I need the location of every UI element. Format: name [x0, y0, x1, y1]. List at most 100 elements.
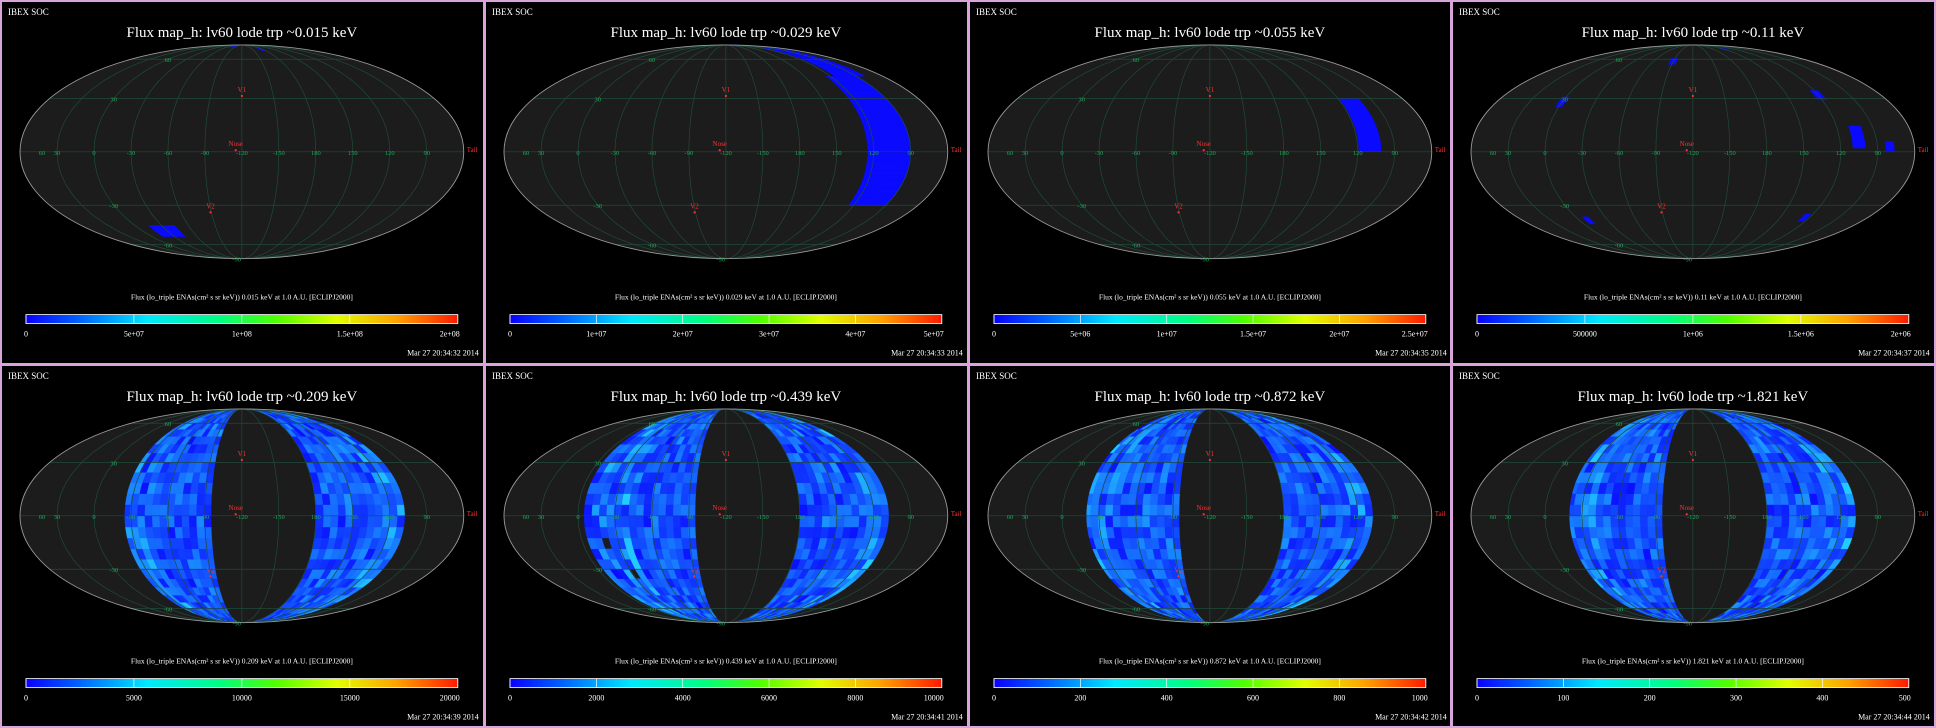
marker-label: V1 — [238, 86, 247, 94]
latitude-label: 30 — [1562, 96, 1568, 103]
longitude-line — [130, 44, 242, 259]
map-chart: IBEX SOC Flux map_h: lv60 lode trp ~0.872… — [969, 365, 1451, 726]
longitude-label: -30 — [610, 150, 619, 157]
longitude-label: 150 — [832, 513, 842, 520]
flux-cell — [329, 515, 339, 527]
flux-cell — [1569, 515, 1575, 527]
longitude-line — [725, 44, 911, 259]
longitude-line — [241, 408, 280, 623]
longitude-line — [540, 44, 726, 259]
flux-cell — [1632, 503, 1641, 516]
marker-dot — [1176, 211, 1180, 214]
longitude-label: 180 — [1278, 513, 1288, 520]
marker-label: V1 — [1205, 86, 1214, 94]
colorbar-tick-label: 1e+07 — [1156, 330, 1176, 339]
flux-cell — [657, 526, 667, 538]
longitude-label: -120 — [1687, 150, 1699, 157]
flux-cell — [598, 515, 607, 527]
marker-label: Nose — [1196, 504, 1210, 512]
colorbar — [993, 677, 1426, 688]
flux-cell — [1326, 515, 1336, 527]
flux-cell — [1119, 503, 1128, 516]
org-label: IBEX SOC — [975, 7, 1016, 17]
colorbar — [509, 677, 942, 688]
marker-dot — [240, 458, 243, 461]
longitude-label: -120 — [720, 513, 732, 520]
longitude-line — [1693, 408, 1879, 623]
flux-cell — [680, 537, 690, 549]
flux-cell — [1648, 537, 1657, 549]
colorbar-tick-label: 200 — [1074, 693, 1086, 702]
org-label: IBEX SOC — [8, 7, 49, 17]
flux-cell — [196, 526, 205, 538]
colorbar-tick-label: 1e+08 — [232, 330, 252, 339]
flux-cell — [1825, 503, 1834, 516]
marker-dot — [209, 211, 212, 214]
latitude-label: -60 — [647, 242, 656, 249]
flux-cell — [635, 515, 644, 527]
flux-cell — [181, 526, 191, 538]
longitude-line — [241, 408, 354, 623]
flux-cell — [181, 503, 190, 516]
longitude-label: 180 — [795, 150, 805, 157]
longitude-label: -150 — [273, 513, 285, 520]
flux-cell — [620, 503, 629, 516]
colorbar-label: Flux (lo_triple ENAs(cm² s sr keV)) 0.01… — [131, 293, 353, 302]
longitude-label: 150 — [1315, 150, 1325, 157]
longitude-label: 30 — [1021, 150, 1027, 157]
flux-cell — [1104, 503, 1113, 516]
marker-label: V2 — [690, 202, 699, 210]
flux-cell — [821, 515, 830, 527]
longitude-label: 180 — [1762, 150, 1772, 157]
flux-cell — [1141, 492, 1151, 505]
latitude-label: 30 — [594, 460, 600, 467]
latitude-label: -90 — [1200, 257, 1209, 264]
longitude-label: -90 — [1168, 513, 1177, 520]
longitude-label: 150 — [348, 513, 358, 520]
flux-cell — [366, 515, 376, 527]
flux-cell — [188, 526, 198, 538]
flux-cell — [174, 492, 184, 505]
sky-map-outline — [19, 407, 465, 623]
flux-cell — [1602, 503, 1612, 516]
colorbar-tick-label: 4e+07 — [845, 330, 865, 339]
longitude-line — [93, 408, 242, 623]
flux-cell — [1602, 515, 1612, 527]
flux-cell — [197, 482, 206, 494]
longitude-label: 0 — [92, 513, 95, 520]
flux-cell — [1304, 515, 1314, 527]
longitude-label: 90 — [907, 513, 913, 520]
longitude-line — [1693, 44, 1879, 259]
longitude-line — [241, 408, 391, 623]
flux-cell — [359, 503, 368, 516]
colorbar-tick-label: 5e+07 — [923, 330, 943, 339]
longitude-label: 60 — [1490, 513, 1496, 520]
longitude-label: 150 — [1799, 150, 1809, 157]
colorbar-tick-label: 400 — [1160, 693, 1172, 702]
flux-cell — [850, 503, 859, 516]
flux-cell — [1304, 503, 1314, 516]
longitude-line — [1693, 44, 1805, 259]
graticule — [503, 408, 948, 623]
latitude-label: -60 — [1615, 606, 1624, 613]
colorbar-tick-label: 20000 — [440, 693, 460, 702]
flux-cell — [806, 503, 815, 516]
longitude-line — [1209, 44, 1247, 259]
flux-cell — [374, 515, 383, 527]
colorbar-tick-label: 6000 — [761, 693, 777, 702]
marker-label: Nose — [1680, 504, 1694, 512]
longitude-label: 0 — [1544, 150, 1547, 157]
marker-label: V2 — [1174, 202, 1183, 210]
flux-layer — [583, 408, 889, 623]
sky-map-outline — [987, 44, 1432, 260]
latitude-label: -30 — [1561, 567, 1570, 574]
marker-label: V2 — [1657, 202, 1666, 210]
flux-cell — [1810, 503, 1820, 516]
map-panel-6: IBEX SOC Flux map_h: lv60 lode trp ~0.439… — [485, 365, 967, 726]
flux-cell — [188, 515, 197, 527]
flux-cell — [1773, 503, 1783, 516]
flux-cell — [1334, 503, 1343, 516]
latitude-label: -30 — [1077, 203, 1086, 210]
flux-cell — [1781, 515, 1790, 527]
longitude-label: 150 — [1315, 513, 1325, 520]
